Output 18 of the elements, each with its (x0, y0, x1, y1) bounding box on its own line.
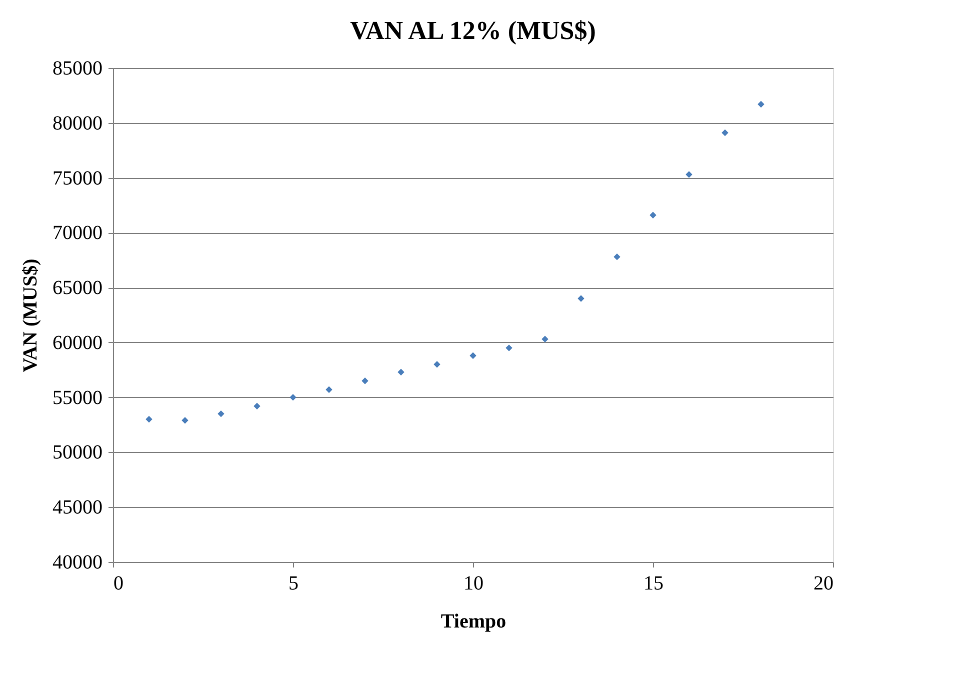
y-tick-label: 50000 (52, 442, 102, 464)
x-tick-label: 15 (644, 572, 664, 594)
x-tick-label: 0 (114, 572, 124, 594)
x-tick-label: 20 (814, 572, 834, 594)
y-tick-label: 40000 (52, 552, 102, 574)
x-axis-title: Tiempo (440, 610, 506, 632)
chart-title: VAN AL 12% (MUS$) (350, 16, 596, 45)
x-tick-label: 10 (464, 572, 484, 594)
y-tick-label: 75000 (52, 167, 102, 190)
y-axis-title: VAN (MUS$) (20, 258, 42, 372)
y-tick-label: 55000 (52, 386, 102, 409)
y-tick-label: 80000 (52, 112, 102, 134)
y-tick-label: 65000 (52, 277, 102, 300)
y-tick-label: 45000 (52, 496, 102, 519)
y-tick-label: 70000 (52, 222, 102, 244)
x-tick-label: 5 (288, 572, 298, 594)
y-tick-label: 85000 (52, 58, 102, 80)
y-tick-label: 60000 (52, 332, 102, 354)
